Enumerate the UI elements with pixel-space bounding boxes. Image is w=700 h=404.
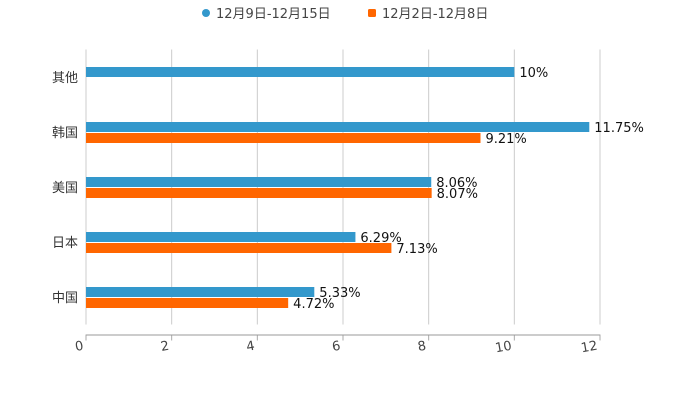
- bar-dec9-15: [86, 177, 432, 187]
- data-label: 8.06%: [436, 176, 477, 191]
- bar-dec2-8: [86, 298, 289, 308]
- legend-marker-circle: [202, 9, 210, 17]
- data-label: 8.07%: [437, 187, 478, 202]
- y-category-label: 韩国: [52, 126, 78, 141]
- data-label: 6.29%: [360, 231, 401, 246]
- y-category-label: 中国: [52, 291, 78, 306]
- bar-dec2-8: [86, 188, 432, 198]
- y-category-label: 日本: [52, 236, 78, 251]
- data-label: 5.33%: [319, 286, 360, 301]
- x-tick-label: 12: [580, 339, 599, 357]
- bar-dec9-15: [86, 67, 515, 77]
- bar-dec2-8: [86, 243, 392, 253]
- x-tick-label: 0: [74, 339, 85, 355]
- x-tick-label: 6: [331, 339, 342, 355]
- legend-item-label: 12月2日-12月8日: [382, 7, 488, 22]
- bar-dec9-15: [86, 122, 590, 132]
- data-label: 7.13%: [396, 242, 437, 257]
- bar-dec9-15: [86, 232, 356, 242]
- bar-dec9-15: [86, 287, 315, 297]
- x-tick-label: 4: [245, 339, 256, 355]
- x-tick-label: 8: [417, 339, 428, 355]
- x-tick-label: 10: [494, 339, 513, 357]
- bar-dec2-8: [86, 133, 481, 143]
- y-category-label: 其他: [52, 71, 78, 86]
- data-label: 4.72%: [293, 297, 334, 312]
- data-label: 11.75%: [594, 121, 644, 136]
- data-label: 9.21%: [485, 132, 526, 147]
- y-category-label: 美国: [52, 181, 78, 196]
- data-label: 10%: [519, 66, 548, 81]
- x-tick-label: 2: [160, 339, 171, 355]
- legend-item-label: 12月9日-12月15日: [216, 7, 331, 22]
- legend-marker-square: [368, 9, 376, 17]
